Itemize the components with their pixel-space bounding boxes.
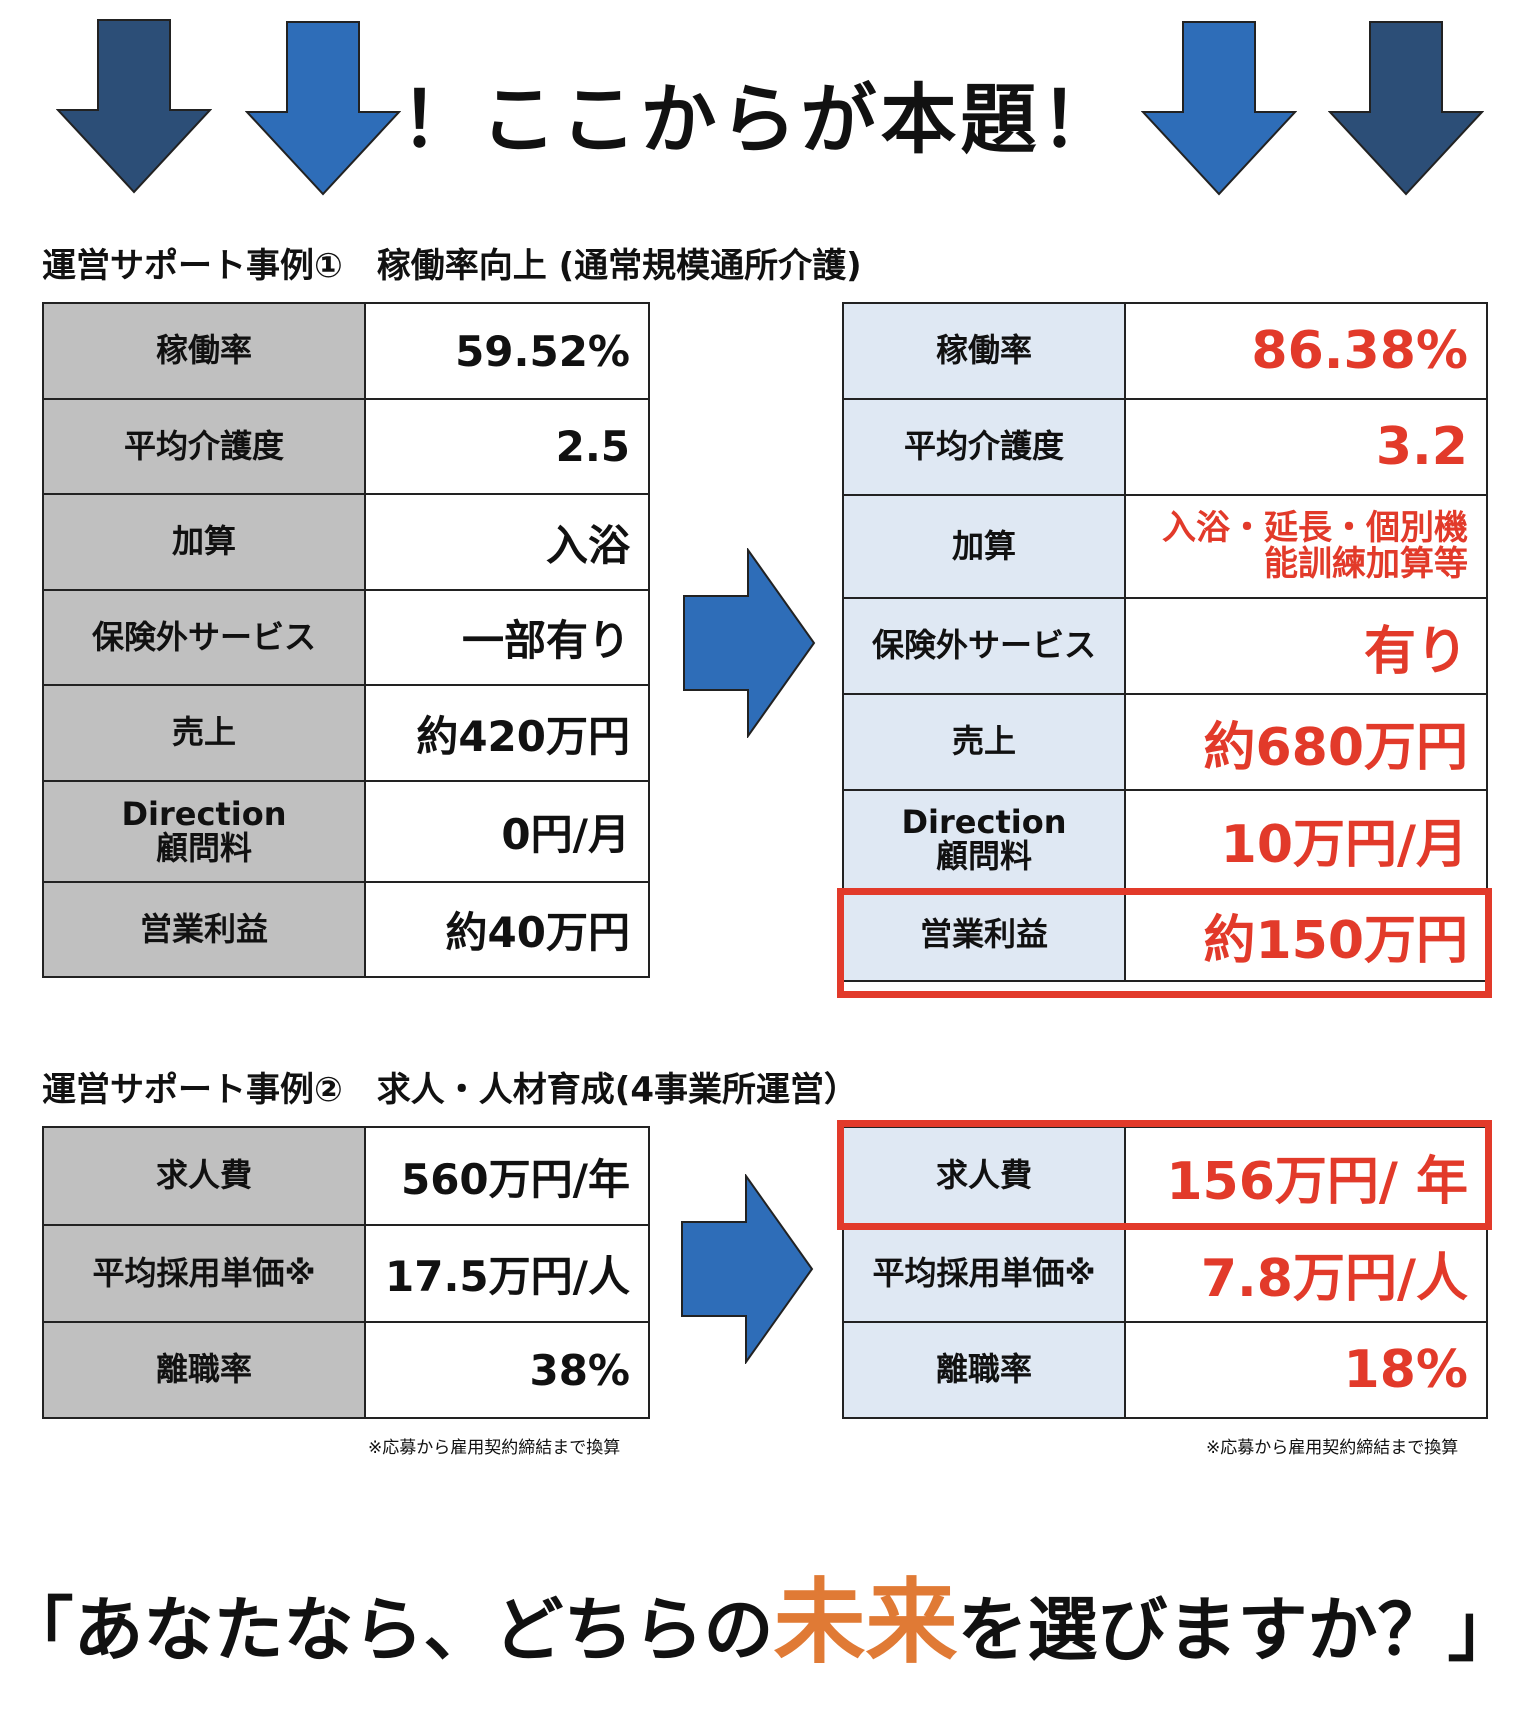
right-arrow-icon xyxy=(683,548,816,738)
table-row: 加算 入浴 xyxy=(42,493,650,591)
case2-before-table: 求人費 560万円/年 平均採用単価※ 17.5万円/人 離職率 38% xyxy=(42,1126,650,1419)
case1-before-table: 稼働率 59.52% 平均介護度 2.5 加算 入浴 保険外サービス 一部有り … xyxy=(42,302,650,978)
table-row: 売上 約680万円 xyxy=(842,693,1488,791)
table-row: 求人費 156万円/ 年 xyxy=(842,1126,1488,1226)
row-value: 2.5 xyxy=(364,398,650,495)
row-label: 求人費 xyxy=(842,1126,1126,1226)
table-row: 稼働率 59.52% xyxy=(42,302,650,400)
table-row: 平均採用単価※ 7.8万円/人 xyxy=(842,1224,1488,1323)
table-row: 平均介護度 2.5 xyxy=(42,398,650,495)
table-row: 保険外サービス 一部有り xyxy=(42,589,650,686)
row-value: 入浴 xyxy=(364,493,650,591)
row-label: Direction 顧問料 xyxy=(42,780,366,883)
row-label-line2: 顧問料 xyxy=(155,828,252,867)
row-value-line1: 入浴・延長・個別機 xyxy=(1162,507,1468,548)
down-arrow-icon xyxy=(245,21,401,196)
row-value: 約40万円 xyxy=(364,881,650,978)
table-row: 営業利益 約40万円 xyxy=(42,881,650,978)
closing-accent: 未来 xyxy=(773,1569,958,1676)
row-label: 離職率 xyxy=(842,1321,1126,1419)
row-value: 156万円/ 年 xyxy=(1124,1126,1488,1226)
table-row: Direction 顧問料 10万円/月 xyxy=(842,789,1488,890)
row-label: 平均採用単価※ xyxy=(842,1224,1126,1323)
row-value: 約680万円 xyxy=(1124,693,1488,791)
closing-prefix: 「あなたなら、どちらの xyxy=(3,1589,774,1671)
row-label: 加算 xyxy=(42,493,366,591)
footnote: ※応募から雇用契約締結まで換算 xyxy=(368,1438,621,1458)
row-label: 加算 xyxy=(842,494,1126,599)
row-label: 稼働率 xyxy=(42,302,366,400)
row-value: 3.2 xyxy=(1124,398,1488,496)
down-arrow-icon xyxy=(56,19,212,194)
row-value: 59.52% xyxy=(364,302,650,400)
table-row: 稼働率 86.38% xyxy=(842,302,1488,400)
closing-suffix: を選びますか？」 xyxy=(957,1589,1518,1671)
table-row: 保険外サービス 有り xyxy=(842,597,1488,695)
row-label-line1: Direction xyxy=(901,802,1067,841)
row-label: 稼働率 xyxy=(842,302,1126,400)
row-label: 平均採用単価※ xyxy=(42,1224,366,1323)
row-label: 平均介護度 xyxy=(42,398,366,495)
row-value: 18% xyxy=(1124,1321,1488,1419)
row-label: 売上 xyxy=(42,684,366,782)
row-value: 有り xyxy=(1124,597,1488,695)
right-arrow-icon xyxy=(681,1174,814,1364)
row-label-line2: 顧問料 xyxy=(935,836,1032,875)
row-value: 0円/月 xyxy=(364,780,650,883)
row-value: 一部有り xyxy=(364,589,650,686)
recruit-cost-highlight xyxy=(837,1120,1492,1230)
row-value: 約150万円 xyxy=(1124,888,1488,982)
row-value: 560万円/年 xyxy=(364,1126,650,1226)
row-label: 保険外サービス xyxy=(842,597,1126,695)
table-row: 平均介護度 3.2 xyxy=(842,398,1488,496)
down-arrow-icon xyxy=(1328,21,1484,196)
case1-title: 運営サポート事例① 稼働率向上 (通常規模通所介護) xyxy=(42,246,862,286)
row-value: 約420万円 xyxy=(364,684,650,782)
case1-after-table: 稼働率 86.38% 平均介護度 3.2 加算 入浴・延長・個別機 能訓練加算等… xyxy=(842,302,1488,982)
table-row: 離職率 18% xyxy=(842,1321,1488,1419)
row-label: 売上 xyxy=(842,693,1126,791)
row-label-line1: Direction xyxy=(121,794,287,833)
row-value: 7.8万円/人 xyxy=(1124,1224,1488,1323)
row-label: 保険外サービス xyxy=(42,589,366,686)
row-value: 17.5万円/人 xyxy=(364,1224,650,1323)
row-value-line2: 能訓練加算等 xyxy=(1264,543,1468,584)
table-row: 離職率 38% xyxy=(42,1321,650,1419)
table-row: 売上 約420万円 xyxy=(42,684,650,782)
main-heading: ！ここからが本題！ xyxy=(400,75,1121,164)
row-value: 86.38% xyxy=(1124,302,1488,400)
case2-title: 運営サポート事例② 求人・人材育成(4事業所運営） xyxy=(42,1070,858,1110)
row-label: 離職率 xyxy=(42,1321,366,1419)
footnote: ※応募から雇用契約締結まで換算 xyxy=(1206,1438,1459,1458)
row-label: 営業利益 xyxy=(42,881,366,978)
closing-question: 「あなたなら、どちらの未来を選びますか？」 xyxy=(0,1548,1521,1681)
table-row: Direction 顧問料 0円/月 xyxy=(42,780,650,883)
table-row: 求人費 560万円/年 xyxy=(42,1126,650,1226)
row-value: 38% xyxy=(364,1321,650,1419)
row-value: 入浴・延長・個別機 能訓練加算等 xyxy=(1124,494,1488,599)
row-label: 求人費 xyxy=(42,1126,366,1226)
down-arrow-icon xyxy=(1141,21,1297,196)
row-value: 10万円/月 xyxy=(1124,789,1488,890)
row-label: Direction 顧問料 xyxy=(842,789,1126,890)
table-row: 加算 入浴・延長・個別機 能訓練加算等 xyxy=(842,494,1488,599)
case2-after-table: 求人費 156万円/ 年 平均採用単価※ 7.8万円/人 離職率 18% xyxy=(842,1126,1488,1419)
row-label: 平均介護度 xyxy=(842,398,1126,496)
operating-profit-highlight xyxy=(837,888,1492,998)
table-row: 平均採用単価※ 17.5万円/人 xyxy=(42,1224,650,1323)
